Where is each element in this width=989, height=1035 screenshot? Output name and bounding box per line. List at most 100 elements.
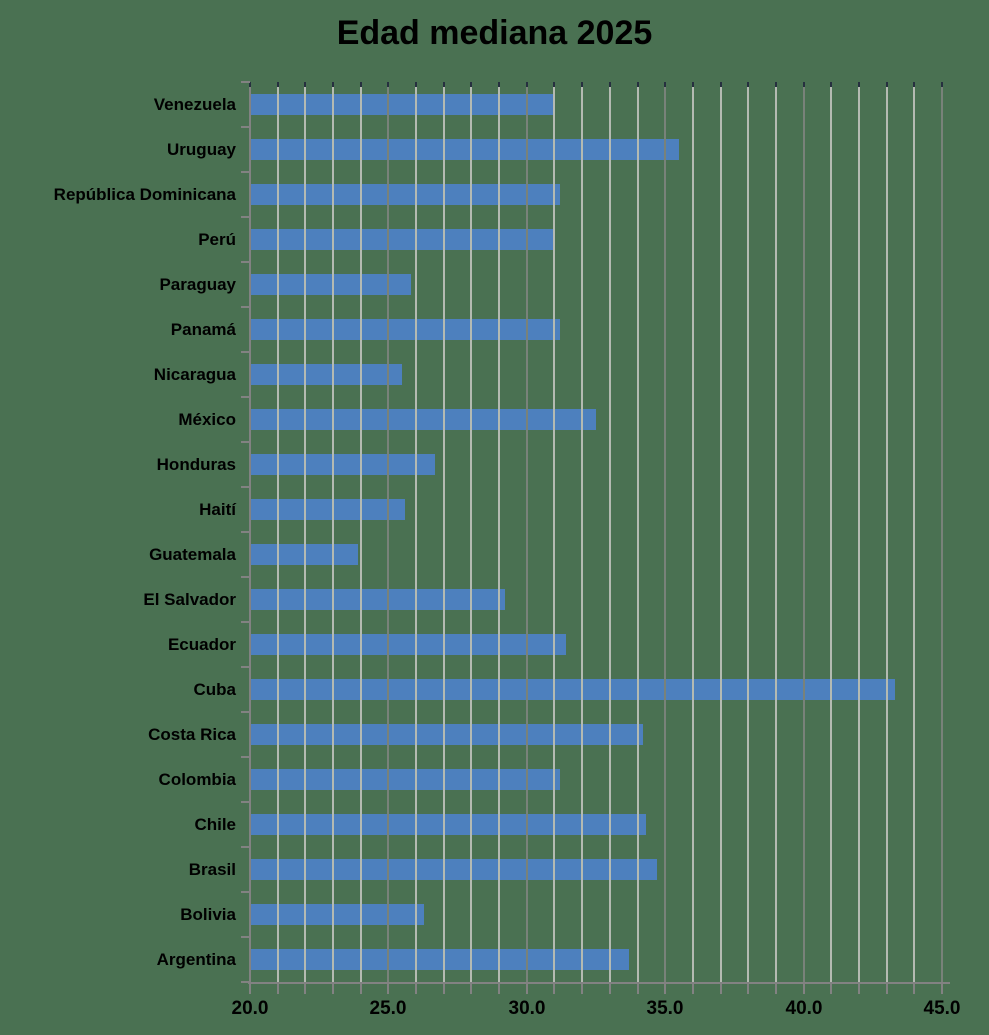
bar-cuba — [250, 679, 895, 700]
x-axis-tick — [470, 984, 472, 994]
gridline-top-tick — [886, 82, 888, 87]
category-label-bolivia: Bolivia — [180, 905, 236, 924]
y-axis-tick — [241, 756, 250, 758]
y-axis-tick — [241, 126, 250, 128]
gridline-top-tick — [249, 82, 251, 87]
bar-costa-rica — [250, 724, 643, 745]
y-axis-tick — [241, 486, 250, 488]
gridline-top-tick — [664, 82, 666, 87]
category-label-mexico: México — [178, 410, 236, 429]
x-axis-tick — [803, 984, 805, 994]
bar-el-salvador — [250, 589, 505, 610]
y-axis-tick — [241, 441, 250, 443]
y-axis-tick — [241, 801, 250, 803]
bar-ecuador — [250, 634, 566, 655]
x-axis-tick — [720, 984, 722, 994]
category-label-brasil: Brasil — [188, 860, 236, 879]
gridline-top-tick — [775, 82, 777, 87]
x-axis-tick — [443, 984, 445, 994]
x-axis-tick — [387, 984, 389, 994]
minor-gridline — [830, 86, 832, 982]
x-axis-tick-label: 40.0 — [785, 998, 823, 1019]
category-label-colombia: Colombia — [158, 770, 236, 789]
x-axis-tick-label: 25.0 — [369, 998, 407, 1019]
gridline-top-tick — [637, 82, 639, 87]
minor-gridline — [637, 86, 639, 982]
x-axis-tick — [858, 984, 860, 994]
major-gridline — [249, 86, 251, 982]
minor-gridline — [553, 86, 555, 982]
bar-panama — [250, 319, 560, 340]
bar-chile — [250, 814, 646, 835]
y-axis-tick — [241, 891, 250, 893]
bar-uruguay — [250, 139, 679, 160]
category-label-costa-rica: Costa Rica — [148, 725, 236, 744]
category-label-cuba: Cuba — [193, 680, 237, 699]
category-label-paraguay: Paraguay — [159, 275, 236, 294]
y-axis-tick — [241, 981, 250, 983]
gridline-top-tick — [858, 82, 860, 87]
gridline-top-tick — [443, 82, 445, 87]
y-axis-tick — [241, 396, 250, 398]
y-axis-tick — [241, 576, 250, 578]
gridline-top-tick — [553, 82, 555, 87]
minor-gridline — [913, 86, 915, 982]
minor-gridline — [609, 86, 611, 982]
x-axis-tick — [553, 984, 555, 994]
gridline-top-tick — [526, 82, 528, 87]
bar-peru — [250, 229, 554, 250]
minor-gridline — [581, 86, 583, 982]
x-axis-tick — [498, 984, 500, 994]
bar-republica-dominicana — [250, 184, 560, 205]
category-label-haiti: Haití — [199, 500, 236, 519]
major-gridline — [941, 86, 943, 982]
y-axis-tick — [241, 711, 250, 713]
bar-brasil — [250, 859, 657, 880]
y-axis-tick — [241, 936, 250, 938]
minor-gridline — [498, 86, 500, 982]
category-label-republica-dominicana: República Dominicana — [53, 185, 236, 204]
minor-gridline — [470, 86, 472, 982]
x-axis-tick — [664, 984, 666, 994]
x-axis-tick — [830, 984, 832, 994]
chart-title: Edad mediana 2025 — [336, 14, 653, 52]
minor-gridline — [332, 86, 334, 982]
x-axis-tick — [332, 984, 334, 994]
bar-colombia — [250, 769, 560, 790]
category-label-ecuador: Ecuador — [167, 635, 236, 654]
x-axis-tick-label: 45.0 — [923, 998, 961, 1019]
x-axis-tick — [941, 984, 943, 994]
gridline-top-tick — [803, 82, 805, 87]
gridline-top-tick — [720, 82, 722, 87]
gridline-top-tick — [609, 82, 611, 87]
gridline-top-tick — [360, 82, 362, 87]
minor-gridline — [747, 86, 749, 982]
minor-gridline — [443, 86, 445, 982]
category-label-nicaragua: Nicaragua — [153, 365, 236, 384]
gridline-top-tick — [498, 82, 500, 87]
category-label-chile: Chile — [194, 815, 236, 834]
category-label-el-salvador: El Salvador — [143, 590, 236, 609]
x-axis-tick — [886, 984, 888, 994]
x-axis-tick — [415, 984, 417, 994]
major-gridline — [664, 86, 666, 982]
minor-gridline — [360, 86, 362, 982]
gridline-top-tick — [692, 82, 694, 87]
x-axis-tick — [609, 984, 611, 994]
y-axis-tick — [241, 261, 250, 263]
y-axis-tick — [241, 846, 250, 848]
x-axis-tick — [304, 984, 306, 994]
minor-gridline — [277, 86, 279, 982]
category-label-argentina: Argentina — [156, 950, 236, 969]
category-label-peru: Perú — [198, 230, 236, 249]
gridline-top-tick — [941, 82, 943, 87]
x-axis-tick — [249, 984, 251, 994]
bar-bolivia — [250, 904, 424, 925]
gridline-top-tick — [332, 82, 334, 87]
bar-venezuela — [250, 94, 554, 115]
minor-gridline — [858, 86, 860, 982]
bar-mexico — [250, 409, 596, 430]
major-gridline — [803, 86, 805, 982]
bar-argentina — [250, 949, 629, 970]
